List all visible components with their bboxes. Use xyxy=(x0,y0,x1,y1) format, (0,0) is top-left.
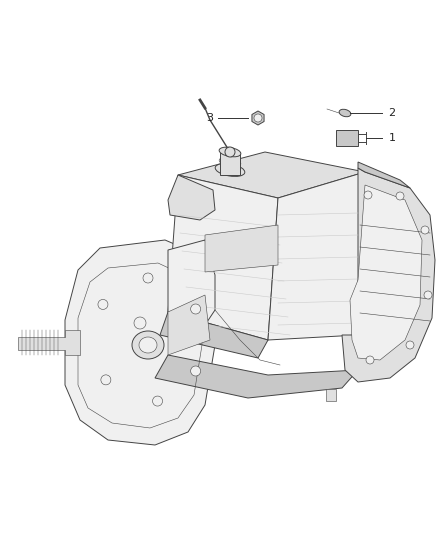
Polygon shape xyxy=(252,111,264,125)
Circle shape xyxy=(396,192,404,200)
Text: 3: 3 xyxy=(206,113,213,123)
Text: 2: 2 xyxy=(389,108,396,118)
Polygon shape xyxy=(342,168,435,382)
Polygon shape xyxy=(155,355,358,398)
Text: 1: 1 xyxy=(389,133,396,143)
Polygon shape xyxy=(178,152,365,198)
Ellipse shape xyxy=(132,331,164,359)
Circle shape xyxy=(225,147,235,157)
Circle shape xyxy=(98,300,108,310)
Circle shape xyxy=(134,317,146,329)
Polygon shape xyxy=(336,130,358,146)
Polygon shape xyxy=(358,162,410,188)
Circle shape xyxy=(254,114,262,122)
Ellipse shape xyxy=(139,337,157,353)
Circle shape xyxy=(143,273,153,283)
Circle shape xyxy=(152,396,162,406)
Circle shape xyxy=(406,341,414,349)
Polygon shape xyxy=(18,330,80,355)
Circle shape xyxy=(364,191,372,199)
Polygon shape xyxy=(168,295,210,355)
Circle shape xyxy=(191,304,201,314)
Polygon shape xyxy=(65,240,215,445)
Ellipse shape xyxy=(215,164,245,176)
Circle shape xyxy=(366,356,374,364)
Circle shape xyxy=(191,366,201,376)
Ellipse shape xyxy=(219,147,241,157)
Polygon shape xyxy=(168,240,215,325)
Ellipse shape xyxy=(339,109,351,117)
Polygon shape xyxy=(220,152,240,175)
Circle shape xyxy=(101,375,111,385)
Polygon shape xyxy=(268,172,365,340)
Polygon shape xyxy=(160,312,268,358)
Polygon shape xyxy=(326,389,336,401)
Circle shape xyxy=(421,226,429,234)
Polygon shape xyxy=(350,185,422,360)
Ellipse shape xyxy=(219,157,241,167)
Polygon shape xyxy=(205,225,278,272)
Polygon shape xyxy=(168,175,278,340)
Circle shape xyxy=(424,291,432,299)
Polygon shape xyxy=(168,175,215,220)
